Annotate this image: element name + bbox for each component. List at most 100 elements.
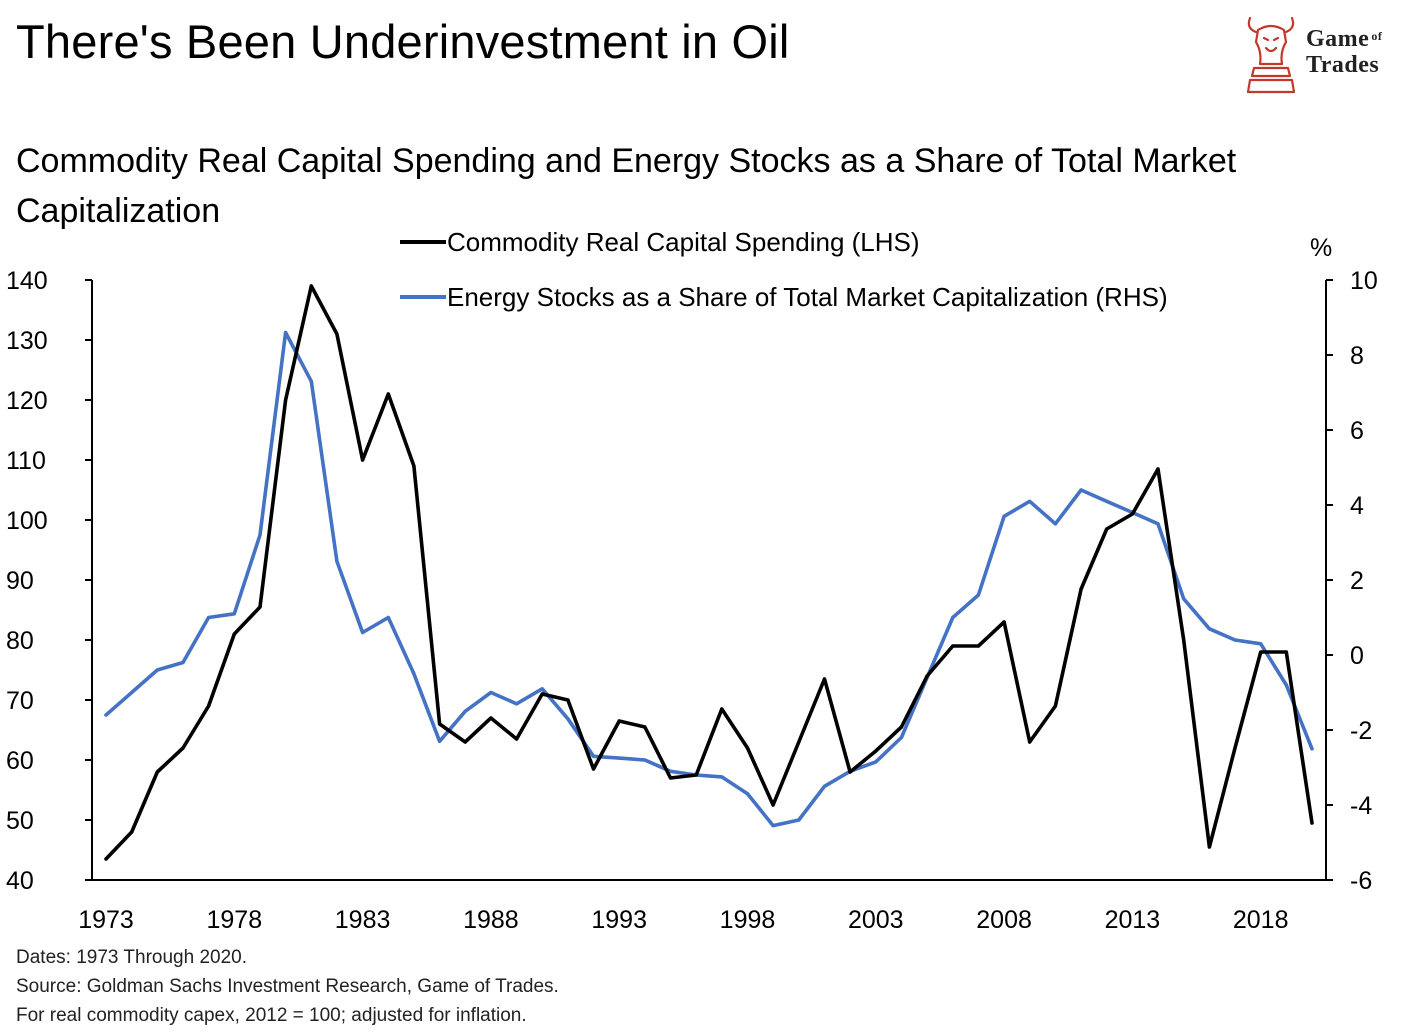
capital-spending-point [489,716,493,720]
energy-share-point [155,668,159,672]
energy-share-point [1284,683,1288,687]
capital-spending-point [155,770,159,774]
series-line-energy-share [104,330,1314,828]
chart-title: There's Been Underinvestment in Oil [16,15,790,68]
capital-spending-point [1130,512,1134,516]
energy-share-point [591,754,596,758]
capital-spending-point [1079,587,1083,591]
energy-share-point [232,612,236,616]
capital-spending-point [412,464,416,468]
left-tick-label: 70 [6,687,34,715]
right-tick-label: 4 [1350,492,1364,520]
capital-spending-point [540,692,544,696]
energy-share-point [771,824,775,828]
capital-spending-point [386,392,390,396]
capital-spending-point [284,398,288,402]
x-tick-label: 1993 [591,906,647,934]
right-tick-label: -2 [1350,717,1372,745]
capital-spending-point [309,284,313,288]
energy-share-point [1028,499,1032,503]
right-tick-label: -4 [1350,792,1372,820]
energy-share-point [515,702,519,706]
energy-share-point [1182,597,1186,601]
capital-spending-point [591,767,596,771]
right-tick-label: 6 [1350,417,1364,445]
capital-spending-point [668,776,673,780]
left-tick-label: 60 [6,747,34,775]
legend-label-energy-share: Energy Stocks as a Share of Total Market… [447,282,1168,312]
energy-share-point [720,775,724,779]
energy-share-point [1105,499,1109,503]
capital-spending-point [899,725,904,729]
energy-share-point [1079,488,1083,492]
energy-share-point [874,760,878,764]
right-tick-label: 2 [1350,567,1364,595]
capital-spending-point [207,704,211,708]
left-tick-label: 100 [6,507,48,535]
energy-share-point [566,717,570,721]
energy-share-point [181,660,185,665]
x-tick-label: 1998 [720,906,776,934]
energy-share-point [1156,522,1160,526]
energy-share-point [899,735,904,740]
capital-spending-point [361,458,365,462]
chart-axes: 140 130 120 110 100 90 80 70 60 50 40 10 8 6 4 2 0 -2 -4 -6… [6,234,1378,934]
capital-spending-point [1233,746,1237,750]
capital-spending-point [1105,527,1109,531]
x-tick-label: 2008 [976,906,1032,934]
energy-share-point [207,615,211,620]
game-of-trades-logo: Game of Trades [1240,8,1410,100]
capital-spending-point [335,332,339,336]
left-tick-label: 120 [6,387,48,415]
energy-share-point [617,756,621,760]
capital-spending-point [1284,650,1288,654]
capital-spending-point [1310,821,1314,825]
x-tick-label: 1978 [206,906,262,934]
left-tick-label: 50 [6,807,34,835]
energy-share-point [386,615,390,620]
capital-spending-point [1156,467,1160,471]
right-tick-label: -6 [1350,867,1372,895]
energy-share-point [1207,627,1211,631]
energy-share-point [489,690,493,695]
capital-spending-point [104,857,108,861]
capital-spending-point [1207,845,1211,849]
capital-spending-point [643,725,647,729]
right-tick-label: 8 [1350,342,1364,370]
energy-share-point [1259,642,1263,646]
energy-share-point [130,690,134,695]
energy-share-point [361,630,365,635]
capital-spending-point [1053,704,1057,708]
capital-spending-point [797,740,801,744]
energy-share-point [412,672,416,676]
chart-subtitle: Commodity Real Capital Spending and Ener… [16,142,1237,230]
energy-share-point [976,593,981,597]
capital-spending-point [745,746,750,750]
chart-footer: Dates: 1973 Through 2020. Source: Goldma… [16,943,559,1030]
x-tick-label: 2018 [1233,906,1289,934]
chart-series [104,284,1314,861]
capital-spending-point [822,677,827,681]
x-tick-label: 1983 [335,906,391,934]
energy-share-point [104,713,108,717]
capital-spending-point [566,698,570,702]
capital-spending-point [232,632,236,636]
footer-dates: Dates: 1973 Through 2020. [16,947,247,968]
energy-share-point [1053,522,1057,526]
right-tick-label: 10 [1350,267,1378,295]
capital-spending-point [463,740,467,744]
x-tick-label: 1973 [78,906,134,934]
energy-share-point [258,533,262,537]
capital-spending-point [258,605,262,609]
left-tick-label: 90 [6,567,34,595]
capital-spending-point [694,773,698,777]
bull-knight-icon [1246,16,1296,94]
logo-line1: Game of [1306,26,1383,52]
energy-share-point [463,709,467,713]
left-tick-label: 140 [6,267,48,295]
energy-share-point [540,687,544,691]
left-tick-label: 110 [6,447,46,475]
energy-share-point [335,559,339,563]
logo-line2: Trades [1306,52,1380,78]
energy-share-point [438,739,442,743]
